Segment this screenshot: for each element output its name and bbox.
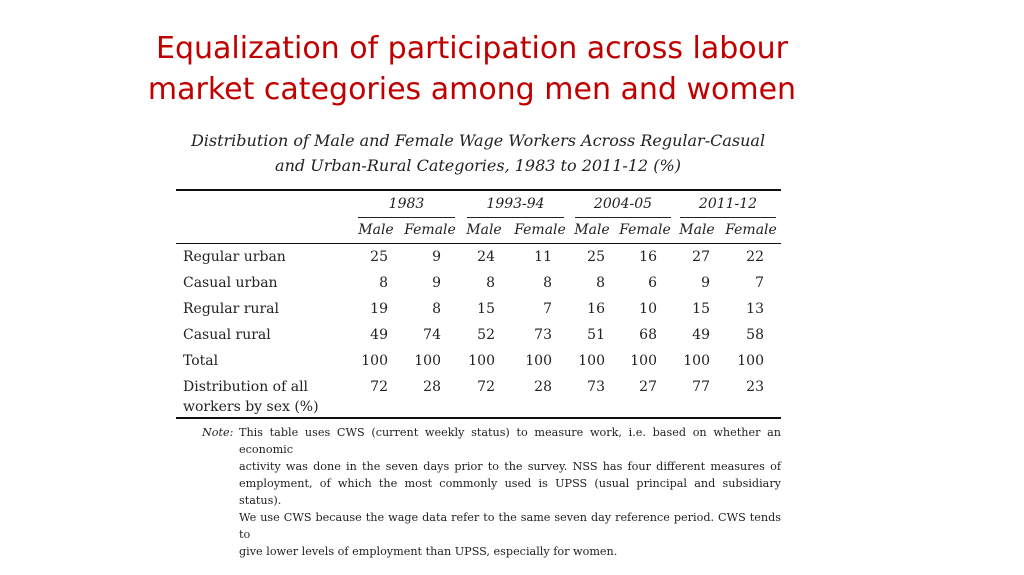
table-cell: 74 (423, 327, 441, 343)
table-cell: 100 (737, 353, 764, 369)
table-cell: 8 (486, 275, 495, 291)
table-cell: 6 (648, 275, 657, 291)
sex-subheader: Male (679, 222, 715, 238)
table-cell: 9 (701, 275, 710, 291)
table-cell: 8 (432, 301, 441, 317)
row-label: Distribution of all (183, 379, 309, 395)
year-underline (680, 217, 776, 218)
row-label: Regular rural (183, 301, 279, 317)
slide-title-line-1: Equalization of participation across lab… (156, 31, 788, 66)
table-cell: 100 (361, 353, 388, 369)
table-cell: 27 (639, 379, 657, 395)
table-cell: 28 (534, 379, 552, 395)
table-cell: 100 (630, 353, 657, 369)
table-cell: 27 (692, 249, 710, 265)
year-header: 1993-94 (486, 196, 545, 212)
row-label: Casual rural (183, 327, 271, 343)
note-line: This table uses CWS (current weekly stat… (239, 426, 781, 456)
sex-subheader: Female (514, 222, 566, 238)
year-header: 1983 (388, 196, 425, 212)
table-cell: 16 (639, 249, 657, 265)
row-label: workers by sex (%) (183, 399, 319, 415)
note-line: activity was done in the seven days prio… (239, 460, 781, 473)
year-underline (358, 217, 455, 218)
table-cell: 100 (414, 353, 441, 369)
row-label: Regular urban (183, 249, 286, 265)
year-underline (575, 217, 671, 218)
table-cell: 23 (746, 379, 764, 395)
table-caption-line-2: and Urban-Rural Categories, 1983 to 2011… (275, 156, 681, 175)
table-bottom-rule (176, 417, 781, 419)
table-cell: 68 (639, 327, 657, 343)
table-cell: 16 (587, 301, 605, 317)
sex-subheader: Male (358, 222, 394, 238)
table-cell: 8 (379, 275, 388, 291)
table-cell: 100 (578, 353, 605, 369)
table-cell: 8 (596, 275, 605, 291)
table-cell: 22 (746, 249, 764, 265)
table-cell: 100 (525, 353, 552, 369)
table-cell: 25 (370, 249, 388, 265)
table-top-rule (176, 189, 781, 191)
table-cell: 72 (370, 379, 388, 395)
table-cell: 73 (534, 327, 552, 343)
note-text: This table uses CWS (current weekly stat… (239, 424, 781, 560)
table-cell: 15 (477, 301, 495, 317)
year-header: 2011-12 (698, 196, 758, 212)
note-label: Note: (202, 426, 234, 439)
table-cell: 100 (683, 353, 710, 369)
table-cell: 49 (692, 327, 710, 343)
table-cell: 19 (370, 301, 388, 317)
table-cell: 7 (543, 301, 552, 317)
table-caption-line-1: Distribution of Male and Female Wage Wor… (190, 131, 766, 150)
year-header: 2004-05 (593, 196, 653, 212)
sex-subheader: Male (466, 222, 502, 238)
note-line: give lower levels of employment than UPS… (239, 545, 618, 558)
slide-title: Equalization of participation across lab… (0, 28, 944, 110)
table-caption: Distribution of Male and Female Wage Wor… (178, 128, 778, 178)
table-cell: 52 (477, 327, 495, 343)
table-cell: 13 (746, 301, 764, 317)
header-rule (176, 243, 781, 244)
table-cell: 24 (477, 249, 495, 265)
sex-subheader: Female (725, 222, 777, 238)
table-cell: 58 (746, 327, 764, 343)
table-cell: 7 (755, 275, 764, 291)
sex-subheader: Male (574, 222, 610, 238)
row-label: Total (183, 353, 219, 369)
table-cell: 8 (543, 275, 552, 291)
table-cell: 9 (432, 249, 441, 265)
table-cell: 73 (587, 379, 605, 395)
table-cell: 11 (534, 249, 552, 265)
year-underline (467, 217, 564, 218)
table-cell: 49 (370, 327, 388, 343)
row-label: Casual urban (183, 275, 278, 291)
table-cell: 9 (432, 275, 441, 291)
table-cell: 25 (587, 249, 605, 265)
slide-title-line-2: market categories among men and women (147, 72, 797, 107)
note-line: We use CWS because the wage data refer t… (239, 511, 781, 541)
table-cell: 15 (692, 301, 710, 317)
table-cell: 77 (692, 379, 710, 395)
table-cell: 28 (423, 379, 441, 395)
table-cell: 72 (477, 379, 495, 395)
table-cell: 100 (468, 353, 495, 369)
note-line: employment, of which the most commonly u… (239, 477, 781, 507)
sex-subheader: Female (619, 222, 671, 238)
sex-subheader: Female (404, 222, 456, 238)
table-cell: 10 (639, 301, 657, 317)
table-cell: 51 (587, 327, 605, 343)
